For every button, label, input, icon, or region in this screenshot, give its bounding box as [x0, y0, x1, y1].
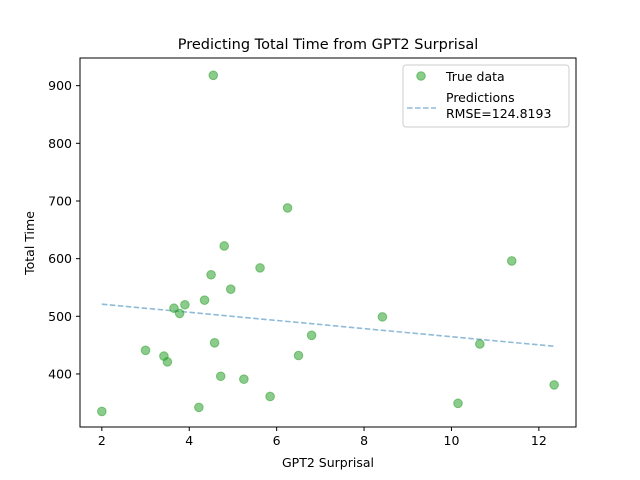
prediction-line: [101, 303, 555, 348]
x-tick-label: 10: [444, 433, 460, 448]
data-point: [199, 295, 210, 305]
legend-label-true-data: True data: [445, 69, 505, 84]
x-axis: 2 4 6 8 10 12: [98, 427, 547, 448]
y-tick-label: 700: [48, 193, 72, 208]
legend-marker-true-data: [416, 71, 426, 81]
x-axis-label: GPT2 Surprisal: [282, 455, 374, 470]
data-point: [215, 371, 226, 382]
data-point: [549, 380, 559, 390]
data-point: [208, 70, 219, 81]
legend-box: [402, 64, 570, 128]
x-tick-label: 12: [531, 433, 547, 448]
data-point: [282, 203, 293, 213]
data-point: [225, 284, 236, 295]
data-point: [180, 299, 190, 310]
data-point: [453, 398, 463, 409]
y-axis: 400 500 600 700 800 900: [48, 78, 80, 381]
data-point: [174, 308, 185, 319]
data-point: [239, 374, 249, 384]
chart-title: Predicting Total Time from GPT2 Surprisa…: [178, 37, 479, 53]
data-point: [209, 338, 220, 348]
y-tick-label: 600: [48, 251, 72, 266]
data-point: [97, 406, 107, 417]
data-point: [293, 350, 304, 361]
x-tick-label: 4: [185, 433, 193, 448]
legend: True data Predictions RMSE=124.8193: [402, 64, 570, 128]
legend-label-rmse: RMSE=124.8193: [446, 106, 551, 121]
x-tick-label: 8: [360, 433, 368, 448]
data-point: [140, 345, 151, 356]
data-point: [162, 357, 173, 367]
axes-frame: [79, 57, 577, 428]
legend-label-predictions: Predictions: [446, 90, 515, 105]
y-tick-label: 400: [48, 366, 72, 381]
x-tick-label: 2: [98, 433, 106, 448]
plot-area: [97, 70, 559, 417]
data-point: [265, 391, 275, 402]
y-tick-label: 800: [48, 136, 72, 151]
y-axis-label: Total Time: [22, 211, 37, 276]
data-point: [194, 402, 204, 413]
data-point: [306, 330, 317, 341]
data-point: [206, 269, 216, 280]
data-point: [506, 256, 517, 266]
data-point: [219, 241, 230, 251]
y-tick-label: 900: [48, 78, 72, 93]
data-point: [377, 312, 388, 322]
y-tick-label: 500: [48, 309, 72, 324]
data-point: [255, 263, 265, 273]
data-point: [475, 339, 485, 349]
x-tick-label: 6: [273, 433, 281, 448]
